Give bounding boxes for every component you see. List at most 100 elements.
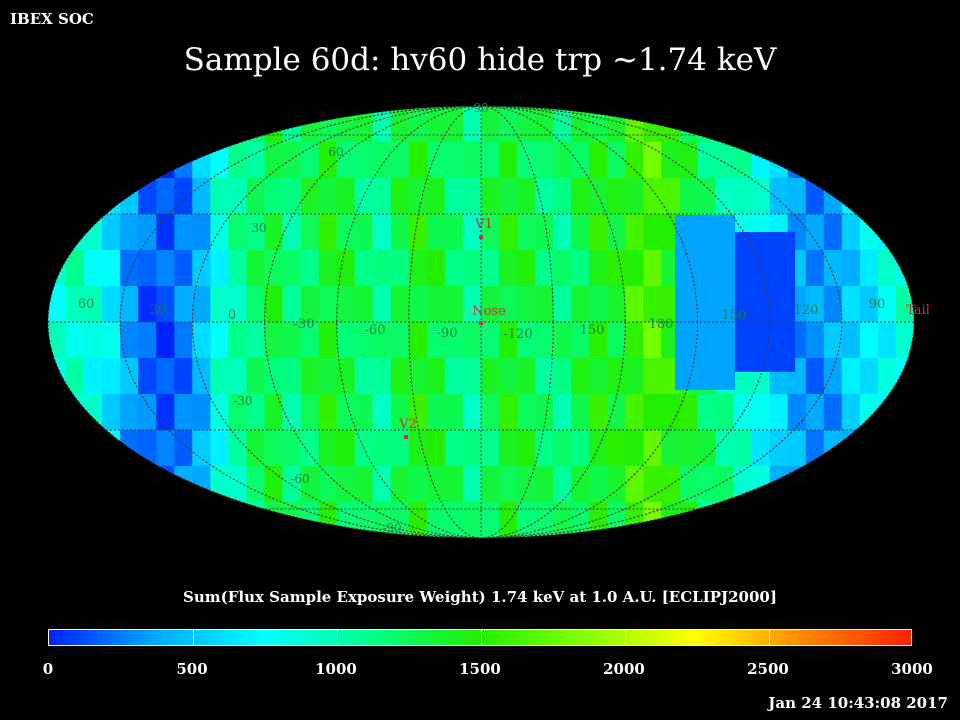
flux-cell [84, 178, 103, 215]
flux-cell [859, 430, 879, 467]
colorbar-tick [193, 630, 194, 645]
flux-cell [228, 322, 248, 359]
flux-cell [715, 502, 735, 538]
flux-cell [841, 142, 861, 179]
flux-cell [336, 322, 356, 359]
marker-nose-label: Nose [472, 304, 506, 319]
flux-cell [300, 394, 320, 431]
flux-cell [48, 394, 67, 431]
flux-cell [318, 502, 338, 538]
longitude-label: 60 [78, 297, 95, 312]
map-markers: V1 Nose V2 Tail [398, 217, 930, 439]
flux-cell [228, 286, 248, 323]
flux-cell [228, 106, 248, 143]
flux-cell [156, 322, 176, 359]
flux-cell [787, 142, 807, 179]
flux-cell [246, 214, 266, 251]
flux-cell [174, 322, 194, 359]
flux-cell [715, 466, 735, 503]
longitude-label: -30 [294, 317, 315, 332]
flux-cell [859, 322, 879, 359]
flux-cell [643, 106, 663, 143]
flux-cell [859, 178, 879, 215]
flux-cell [643, 394, 663, 431]
flux-cell [138, 394, 157, 431]
flux-cell [715, 142, 735, 179]
flux-cell [426, 466, 446, 503]
flux-cell [444, 178, 464, 215]
flux-cell [174, 502, 194, 538]
flux-cell [697, 430, 717, 467]
flux-cell [589, 214, 609, 251]
flux-cell [426, 430, 446, 467]
flux-cell [841, 250, 861, 287]
flux-cell [607, 322, 627, 359]
flux-cell [733, 502, 753, 538]
flux-cell [823, 430, 843, 467]
flux-cell [859, 214, 879, 251]
flux-cell [661, 394, 681, 431]
flux-cell [156, 106, 176, 143]
flux-cell [246, 142, 266, 179]
flux-cell [192, 286, 212, 323]
flux-cell [318, 430, 338, 467]
flux-cell [787, 502, 807, 538]
flux-cell [697, 178, 717, 215]
flux-cell [336, 142, 356, 179]
flux-cell [823, 142, 843, 179]
flux-cell [769, 394, 789, 431]
flux-cell [282, 502, 302, 538]
flux-cell [300, 322, 320, 359]
flux-cell [733, 466, 753, 503]
flux-cell [841, 286, 861, 323]
flux-cell [192, 142, 212, 179]
flux-cell [120, 214, 139, 251]
flux-cell [589, 142, 609, 179]
flux-cell [877, 106, 897, 143]
flux-cell [210, 250, 230, 287]
flux-cell [751, 394, 771, 431]
flux-cell [751, 466, 771, 503]
flux-cell [589, 250, 609, 287]
flux-cell [156, 250, 176, 287]
flux-cell [246, 250, 266, 287]
flux-cell [156, 430, 176, 467]
flux-cell [859, 358, 879, 395]
flux-cell [66, 286, 85, 323]
flux-cell [444, 466, 464, 503]
flux-cell [48, 250, 67, 287]
flux-cell [84, 358, 103, 395]
flux-cell [138, 466, 157, 503]
flux-cell [661, 466, 681, 503]
flux-cell [66, 322, 85, 359]
flux-cell [390, 142, 410, 179]
flux-cell [228, 250, 248, 287]
flux-cell [354, 502, 374, 538]
flux-cell [571, 214, 590, 251]
flux-cell [841, 322, 861, 359]
marker-v2-point [404, 435, 408, 439]
flux-cell [282, 394, 302, 431]
flux-cell [174, 214, 194, 251]
flux-cell [553, 250, 572, 287]
flux-cell [66, 250, 85, 287]
flux-cell [499, 214, 518, 251]
latitude-label: 60 [328, 145, 343, 159]
flux-cell [499, 394, 518, 431]
flux-cell [769, 430, 789, 467]
flux-cell [896, 178, 914, 215]
flux-cell [120, 502, 139, 538]
flux-cell [679, 502, 699, 538]
flux-cell [697, 394, 717, 431]
flux-cell [823, 394, 843, 431]
flux-cell [138, 286, 157, 323]
flux-cell [210, 322, 230, 359]
flux-cell [372, 430, 392, 467]
flux-cell [246, 322, 266, 359]
flux-cell [553, 142, 572, 179]
flux-cell [174, 142, 194, 179]
flux-cell [553, 430, 572, 467]
flux-cell [787, 466, 807, 503]
flux-cell [571, 322, 590, 359]
flux-cell [300, 106, 320, 143]
